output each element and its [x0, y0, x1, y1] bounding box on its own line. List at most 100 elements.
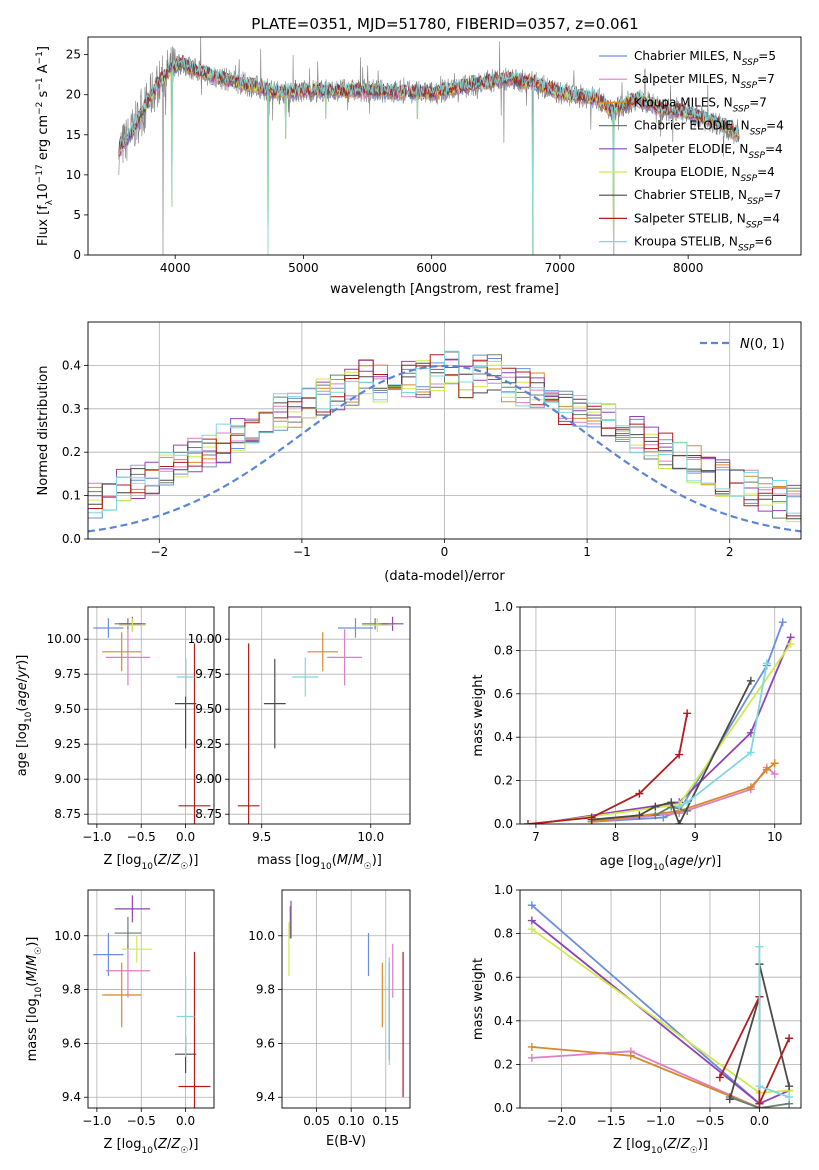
- panel-spectrum: 4000 5000 6000 7000 8000 0 5 10 15 20 25 wavelength…: [35, 36, 802, 297]
- y-tick-label: 0.1: [62, 489, 81, 503]
- plus-marker: [527, 901, 536, 910]
- histogram-salpeter-miles: [88, 359, 801, 498]
- normal-curve: [88, 364, 801, 533]
- weight-line-salpeter-elodie: [535, 637, 792, 824]
- legend-label-normal: N(0, 1): [740, 337, 785, 352]
- y-tick-label: 20: [66, 88, 81, 102]
- plus-marker: [667, 798, 676, 807]
- plus-marker: [675, 750, 684, 759]
- histogram-kroupa-stelib: [88, 350, 801, 518]
- x-axis-label: mass [log10(M/M☉)]: [257, 853, 382, 872]
- y-tick-label: 0.2: [62, 445, 81, 459]
- plot-area-spectrum: [118, 37, 740, 255]
- x-tick-label: −1.0: [646, 1114, 675, 1128]
- errorbar-salpeter-stelib: [178, 643, 211, 824]
- y-tick-label: 9.75: [54, 667, 81, 681]
- plus-marker: [675, 820, 684, 824]
- x-tick-label: 10: [767, 830, 782, 844]
- y-tick-label: 25: [66, 48, 81, 62]
- errorbar-chabrier-miles: [338, 618, 373, 638]
- panel-weight-vs-age: 7 8 9 10 0.0 0.2 0.4 0.6 0.8 1.0 mass weight age [l…: [471, 600, 802, 873]
- x-tick-label: 4000: [160, 261, 191, 275]
- axes-frame: [519, 889, 802, 1109]
- x-axis-label: age [log10(age/yr)]: [600, 854, 722, 873]
- errorbar-kroupa-elodie: [121, 935, 152, 963]
- y-tick-label: 1.0: [494, 600, 513, 614]
- panel-mass-vs-Z: −1.0 −0.5 0.0 9.4 9.6 9.8 10.0 Z [log10(Z/Z☉)] m…: [25, 889, 215, 1156]
- legend-label: Salpeter ELODIE, NSSP=4: [634, 142, 783, 161]
- errorbar-salpeter-elodie: [381, 616, 404, 631]
- plus-marker: [635, 789, 644, 798]
- plot-area-mass-vs-EBV: [282, 890, 410, 1108]
- errorbar-chabrier-stelib: [263, 658, 286, 749]
- plus-marker: [755, 942, 764, 951]
- y-tick-label: 8.75: [195, 807, 222, 821]
- y-tick-label: 0.3: [62, 402, 81, 416]
- axes-frame: [87, 321, 802, 540]
- x-tick-label: −0.5: [127, 1114, 156, 1128]
- y-tick-label: 1.0: [494, 883, 513, 897]
- x-tick-label: 8: [612, 830, 620, 844]
- y-axis-label: Normed distribution: [36, 366, 51, 496]
- plus-marker: [755, 1099, 764, 1108]
- x-tick-label: 0.10: [338, 1114, 365, 1128]
- plus-marker: [523, 820, 532, 824]
- y-tick-label: 9.4: [62, 1090, 81, 1104]
- x-tick-label: 0: [441, 545, 449, 559]
- y-tick-label: 9.50: [195, 702, 222, 716]
- histogram-salpeter-elodie: [88, 360, 801, 512]
- errorbar-kroupa-miles: [307, 632, 339, 672]
- errorbar-chabrier-miles: [93, 618, 124, 638]
- plus-marker: [651, 811, 660, 820]
- legend-label: Kroupa STELIB, NSSP=6: [634, 235, 772, 254]
- axes-frame: [87, 606, 215, 825]
- errorbar-salpeter-miles: [105, 943, 151, 998]
- x-tick-label: −1.0: [82, 830, 111, 844]
- plus-marker: [651, 802, 660, 811]
- x-tick-label: 9: [691, 830, 699, 844]
- plot-area-age-vs-mass: [229, 607, 410, 824]
- weight-line-kroupa-stelib: [678, 663, 768, 808]
- errorbar-salpeter-elodie: [114, 895, 151, 923]
- y-tick-label: 10.00: [188, 632, 222, 646]
- y-tick-label: 0.6: [494, 687, 513, 701]
- legend-label: Chabrier MILES, NSSP=5: [634, 49, 776, 68]
- plus-marker: [683, 709, 692, 718]
- errorbar-kroupa-stelib: [292, 657, 319, 697]
- axes-frame: [87, 36, 802, 256]
- plot-area-age-vs-Z: [88, 607, 214, 824]
- x-tick-label: 1: [583, 545, 591, 559]
- plus-marker: [683, 798, 692, 807]
- y-tick-label: 9.8: [62, 983, 81, 997]
- panel-residuals: −2 −1 0 1 2 0.0 0.1 0.2 0.3 0.4 (data-model)/error…: [36, 321, 802, 584]
- y-tick-label: 0.6: [494, 970, 513, 984]
- figure-title: PLATE=0351, MJD=51780, FIBERID=0357, z=0…: [251, 15, 638, 33]
- y-axis-label: Flux [fλ10−17 erg cm−2 s−1 A−1]: [35, 46, 55, 246]
- plot-area-weight-vs-Z: [520, 890, 801, 1108]
- plus-marker: [635, 811, 644, 820]
- y-tick-label: 10.00: [47, 632, 81, 646]
- x-tick-label: 5000: [288, 261, 319, 275]
- plot-area-residuals: [88, 322, 801, 539]
- plus-marker: [587, 813, 596, 822]
- x-tick-label: 6000: [416, 261, 447, 275]
- plus-marker: [785, 1034, 794, 1043]
- errorbar-kroupa-elodie: [362, 618, 393, 633]
- weight-line-salpeter-miles: [531, 1050, 760, 1108]
- plus-marker: [531, 820, 540, 824]
- x-axis-label: Z [log10(Z/Z☉)]: [613, 1137, 708, 1156]
- model-line-kroupa-stelib: [118, 56, 740, 255]
- y-tick-label: 10.0: [248, 929, 275, 943]
- plus-marker: [746, 676, 755, 685]
- panel-age-vs-Z: −1.0 −0.5 0.0 8.75 9.00 9.25 9.50 9.75 10.00 Z [l…: [15, 606, 215, 872]
- errorbar-kroupa-miles: [102, 632, 142, 672]
- errorbar-kroupa-stelib: [176, 976, 195, 1057]
- errorbar-salpeter-miles: [105, 629, 151, 686]
- x-tick-label: 0.0: [750, 1114, 769, 1128]
- axes-frame: [228, 606, 411, 825]
- plus-marker: [762, 765, 771, 774]
- y-tick-label: 0.8: [494, 927, 513, 941]
- x-tick-label: 0.0: [176, 1114, 195, 1128]
- plus-marker: [778, 618, 787, 627]
